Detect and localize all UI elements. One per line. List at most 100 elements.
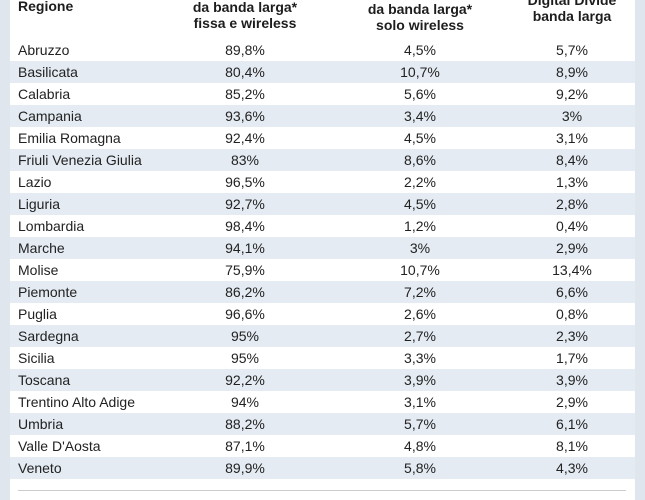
value-cell: 2,7% xyxy=(404,328,436,344)
table-row: Lombardia 98,4% 1,2% 0,4% xyxy=(10,215,635,237)
value-cell: 80,4% xyxy=(225,64,265,80)
value-cell: 8,9% xyxy=(556,64,588,80)
table-row: Abruzzo 89,8% 4,5% 5,7% xyxy=(10,39,635,61)
table-row: Emilia Romagna 92,4% 4,5% 3,1% xyxy=(10,127,635,149)
table: Regione da banda larga* fissa e wireless da… xyxy=(10,0,635,500)
column-header: Digital Divide xyxy=(527,0,617,8)
value-cell: 4,5% xyxy=(404,42,436,58)
table-row: Friuli Venezia Giulia 83% 8,6% 8,4% xyxy=(10,149,635,171)
value-cell: 2,8% xyxy=(556,196,588,212)
value-cell: 2,2% xyxy=(404,174,436,190)
value-cell: 3,3% xyxy=(404,350,436,366)
value-cell: 88,2% xyxy=(225,416,265,432)
value-cell: 1,2% xyxy=(404,218,436,234)
region-cell: Sardegna xyxy=(18,328,79,344)
region-cell: Toscana xyxy=(18,372,71,388)
table-row: Marche 94,1% 3% 2,9% xyxy=(10,237,635,259)
table-row: Lazio 96,5% 2,2% 1,3% xyxy=(10,171,635,193)
value-cell: 89,8% xyxy=(225,42,265,58)
value-cell: 85,2% xyxy=(225,86,265,102)
value-cell: 4,5% xyxy=(404,196,436,212)
table-row: Trentino Alto Adige 94% 3,1% 2,9% xyxy=(10,391,635,413)
value-cell: 96,6% xyxy=(225,306,265,322)
value-cell: 3% xyxy=(561,108,583,124)
value-cell: 3,1% xyxy=(556,130,588,146)
value-cell: 0,8% xyxy=(556,306,588,322)
value-cell: 94,1% xyxy=(225,240,265,256)
region-cell: Piemonte xyxy=(18,284,78,300)
value-cell: 0,4% xyxy=(556,218,588,234)
table-row: Toscana 92,2% 3,9% 3,9% xyxy=(10,369,635,391)
region-cell: Emilia Romagna xyxy=(18,130,121,146)
value-cell: 4,3% xyxy=(556,460,588,476)
value-cell: 7,2% xyxy=(404,284,436,300)
column-header: Regione xyxy=(18,0,74,14)
table-row: Puglia 96,6% 2,6% 0,8% xyxy=(10,303,635,325)
value-cell: 4,5% xyxy=(404,130,436,146)
region-cell: Trentino Alto Adige xyxy=(18,394,136,410)
value-cell: 92,2% xyxy=(225,372,265,388)
region-cell: Umbria xyxy=(18,416,64,432)
value-cell: 5,8% xyxy=(404,460,436,476)
table-row: Calabria 85,2% 5,6% 9,2% xyxy=(10,83,635,105)
value-cell: 6,1% xyxy=(556,416,588,432)
region-cell: Molise xyxy=(18,262,59,278)
value-cell: 2,3% xyxy=(556,328,588,344)
value-cell: 75,9% xyxy=(225,262,265,278)
region-cell: Basilicata xyxy=(18,64,78,80)
value-cell: 89,9% xyxy=(225,460,265,476)
table-row: Sicilia 95% 3,3% 1,7% xyxy=(10,347,635,369)
table-row: Basilicata 80,4% 10,7% 8,9% xyxy=(10,61,635,83)
value-cell: 5,6% xyxy=(404,86,436,102)
value-cell: 2,6% xyxy=(404,306,436,322)
region-cell: Veneto xyxy=(18,460,62,476)
column-header: banda larga xyxy=(532,8,612,24)
value-cell: 13,4% xyxy=(552,262,592,278)
value-cell: 92,7% xyxy=(225,196,265,212)
region-cell: Puglia xyxy=(18,306,57,322)
value-cell: 8,6% xyxy=(404,152,436,168)
value-cell: 3,4% xyxy=(404,108,436,124)
value-cell: 92,4% xyxy=(225,130,265,146)
column-header: da banda larga* xyxy=(192,0,298,15)
region-cell: Campania xyxy=(18,108,82,124)
region-cell: Abruzzo xyxy=(18,42,70,58)
value-cell: 3% xyxy=(409,240,431,256)
value-cell: 8,1% xyxy=(556,438,588,454)
value-cell: 95% xyxy=(230,328,260,344)
value-cell: 83% xyxy=(230,152,260,168)
column-header: solo wireless xyxy=(376,17,464,33)
value-cell: 1,3% xyxy=(556,174,588,190)
region-cell: Lazio xyxy=(18,174,52,190)
value-cell: 93,6% xyxy=(225,108,265,124)
region-cell: Lombardia xyxy=(18,218,85,234)
region-cell: Sicilia xyxy=(18,350,55,366)
value-cell: 3,9% xyxy=(404,372,436,388)
value-cell: 4,8% xyxy=(404,438,436,454)
column-header: da banda larga* xyxy=(367,1,473,17)
value-cell: 6,6% xyxy=(556,284,588,300)
value-cell: 2,9% xyxy=(556,394,588,410)
region-cell: Valle D'Aosta xyxy=(18,438,101,454)
value-cell: 95% xyxy=(230,350,260,366)
footer-rule xyxy=(18,490,626,491)
value-cell: 5,7% xyxy=(404,416,436,432)
table-row: Liguria 92,7% 4,5% 2,8% xyxy=(10,193,635,215)
region-cell: Liguria xyxy=(18,196,61,212)
value-cell: 2,9% xyxy=(556,240,588,256)
value-cell: 10,7% xyxy=(400,262,440,278)
value-cell: 3,9% xyxy=(556,372,588,388)
value-cell: 94% xyxy=(230,394,260,410)
value-cell: 10,7% xyxy=(400,64,440,80)
table-row: Valle D'Aosta 87,1% 4,8% 8,1% xyxy=(10,435,635,457)
table-row: Veneto 89,9% 5,8% 4,3% xyxy=(10,457,635,479)
value-cell: 3,1% xyxy=(404,394,436,410)
value-cell: 8,4% xyxy=(556,152,588,168)
value-cell: 86,2% xyxy=(225,284,265,300)
value-cell: 1,7% xyxy=(556,350,588,366)
table-row: Molise 75,9% 10,7% 13,4% xyxy=(10,259,635,281)
column-header: fissa e wireless xyxy=(193,15,297,31)
table-row: Sardegna 95% 2,7% 2,3% xyxy=(10,325,635,347)
table-row: Piemonte 86,2% 7,2% 6,6% xyxy=(10,281,635,303)
